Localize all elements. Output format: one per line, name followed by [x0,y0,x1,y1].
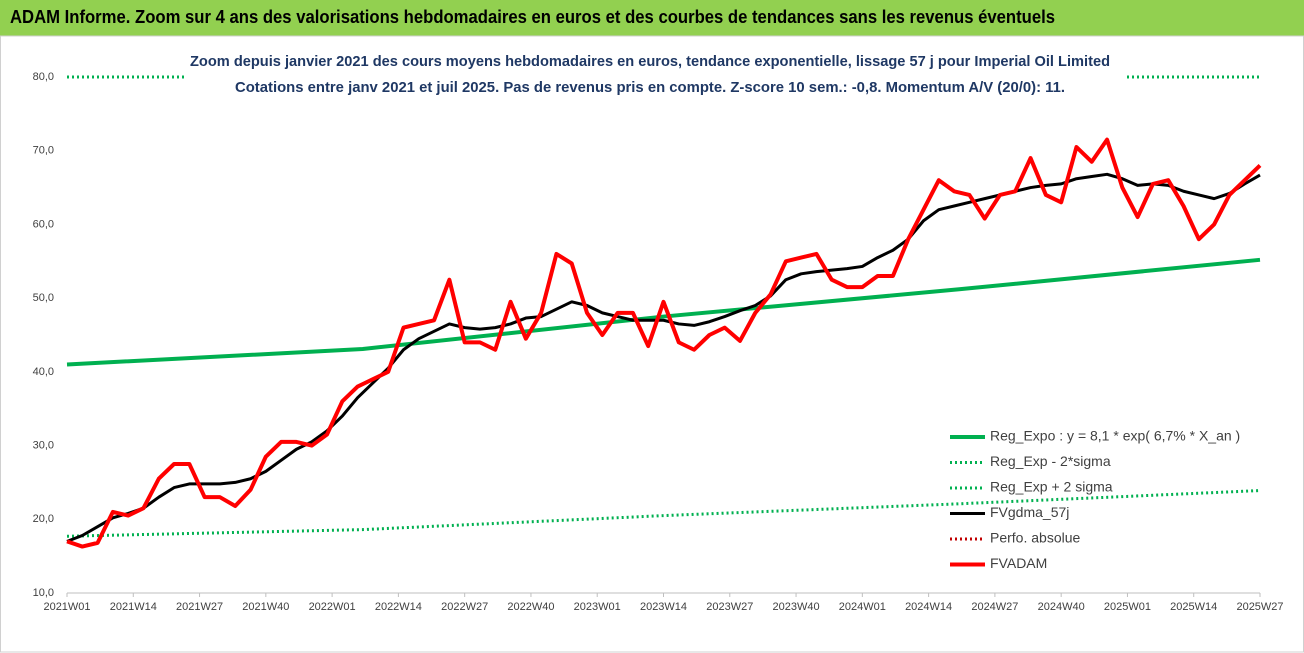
series-line [66,489,1261,538]
series-line [66,172,1261,543]
y-tick-label: 30,0 [33,439,54,451]
x-tick-label: 2023W27 [706,601,753,613]
x-tick-label: 2022W14 [375,601,422,613]
series-line [66,137,1262,549]
x-tick-label: 2024W40 [1038,601,1085,613]
title-box [185,44,1125,104]
series-line [66,257,1261,367]
x-tick-label: 2022W40 [507,601,554,613]
legend-label: Reg_Exp - 2*sigma [990,453,1111,469]
legend-label: FVADAM [990,555,1047,571]
x-tick-label: 2021W40 [242,601,289,613]
x-tick-label: 2021W01 [43,601,90,613]
x-tick-label: 2025W14 [1170,601,1217,613]
chart-subtitle: Cotations entre janv 2021 et juil 2025. … [235,79,1065,96]
x-tick-label: 2024W14 [905,601,952,613]
x-tick-label: 2025W27 [1236,601,1283,613]
y-tick-label: 50,0 [33,292,54,304]
y-tick-label: 20,0 [33,513,54,525]
x-tick-label: 2024W01 [839,601,886,613]
y-tick-label: 10,0 [33,587,54,599]
x-tick-label: 2021W14 [110,601,157,613]
x-tick-label: 2022W01 [309,601,356,613]
x-tick-label: 2025W01 [1104,601,1151,613]
y-tick-label: 70,0 [33,145,54,157]
y-tick-label: 40,0 [33,366,54,378]
header-title: ADAM Informe. Zoom sur 4 ans des valoris… [10,7,1055,27]
legend-label: Reg_Exp + 2 sigma [990,479,1113,495]
y-tick-label: 60,0 [33,218,54,230]
legend-label: FVgdma_57j [990,504,1069,520]
chart-title: Zoom depuis janvier 2021 des cours moyen… [190,53,1110,70]
x-tick-label: 2022W27 [441,601,488,613]
legend-label: Reg_Expo : y = 8,1 * exp( 6,7% * X_an ) [990,428,1240,444]
header-bar [0,0,1304,36]
x-tick-label: 2024W27 [971,601,1018,613]
x-tick-label: 2023W01 [574,601,621,613]
chart-border [0,35,1304,653]
y-tick-label: 80,0 [33,71,54,83]
x-tick-label: 2023W14 [640,601,687,613]
x-tick-label: 2021W27 [176,601,223,613]
legend-label: Perfo. absolue [990,530,1080,546]
x-tick-label: 2023W40 [773,601,820,613]
